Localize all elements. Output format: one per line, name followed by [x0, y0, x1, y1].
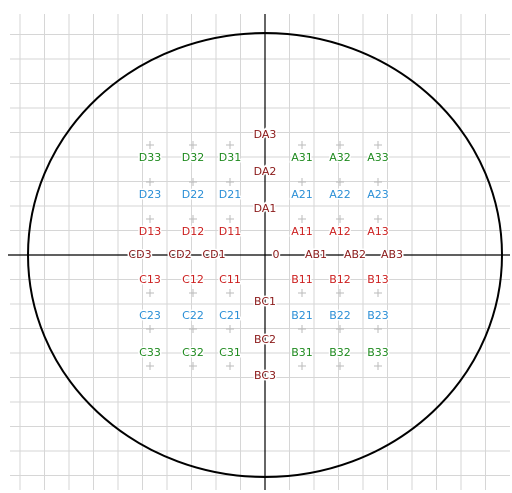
grid [10, 14, 510, 490]
plus-marks [146, 141, 382, 370]
grid-label: C12 [182, 273, 204, 286]
grid-label: A33 [367, 151, 389, 164]
grid-label: C32 [182, 346, 204, 359]
grid-label: C23 [139, 309, 161, 322]
axis-label: DA1 [254, 202, 277, 215]
axis-label: CD2 [168, 248, 191, 261]
axis-label: CD1 [202, 248, 225, 261]
axis-label: DA2 [254, 165, 277, 178]
axis-label: AB3 [381, 248, 403, 261]
labels: D33 D32 D31 A31 A32 A33 D23 D22 D21 A21 A22 A23 D13 D… [127, 127, 405, 384]
grid-label: C21 [219, 309, 241, 322]
grid-label: A11 [291, 225, 313, 238]
grid-label: D31 [219, 151, 241, 164]
circle [27, 32, 503, 478]
grid-label: A32 [329, 151, 351, 164]
grid-label: C11 [219, 273, 241, 286]
axis-label: BC2 [254, 333, 276, 346]
grid-label: B23 [367, 309, 389, 322]
axis-label: BC1 [254, 295, 276, 308]
grid-label: B13 [367, 273, 389, 286]
axis-label: BC3 [254, 369, 276, 382]
grid-label: D12 [182, 225, 204, 238]
axis-label: AB2 [344, 248, 366, 261]
axis-label: AB1 [305, 248, 327, 261]
grid-label: A12 [329, 225, 351, 238]
grid-label: C13 [139, 273, 161, 286]
grid-label: B32 [329, 346, 351, 359]
grid-label: A23 [367, 188, 389, 201]
grid-label: B12 [329, 273, 351, 286]
grid-label: D32 [182, 151, 204, 164]
axis-label: DA3 [254, 128, 277, 141]
grid-label: D21 [219, 188, 241, 201]
grid-label: B31 [291, 346, 313, 359]
grid-label: B22 [329, 309, 351, 322]
grid-label: D22 [182, 188, 204, 201]
axis-label: CD3 [128, 248, 151, 261]
grid-label: D23 [139, 188, 161, 201]
axis-label: 0 [273, 248, 280, 261]
grid-label: A31 [291, 151, 313, 164]
grid-label: C31 [219, 346, 241, 359]
grid-label: A13 [367, 225, 389, 238]
grid-label: B21 [291, 309, 313, 322]
grid-label: D33 [139, 151, 161, 164]
grid-label: D13 [139, 225, 161, 238]
grid-label: A22 [329, 188, 351, 201]
grid-label: B33 [367, 346, 389, 359]
grid-label: A21 [291, 188, 313, 201]
grid-label: C22 [182, 309, 204, 322]
grid-label: C33 [139, 346, 161, 359]
grid-label: B11 [291, 273, 313, 286]
grid-label: D11 [219, 225, 241, 238]
